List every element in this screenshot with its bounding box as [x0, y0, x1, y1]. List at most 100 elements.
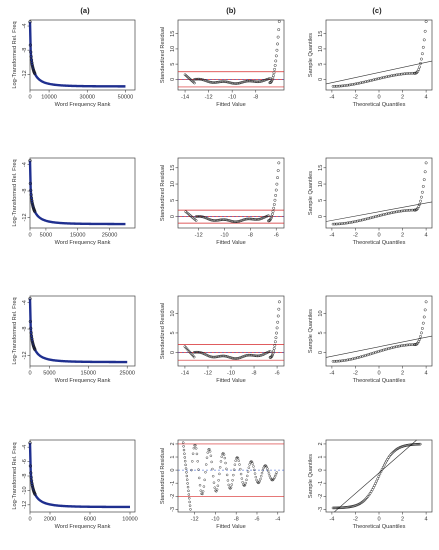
quantile-point — [338, 84, 341, 88]
data-point — [30, 60, 34, 65]
residual-point — [256, 354, 259, 358]
x-tick-label: 10000 — [122, 517, 138, 523]
x-tick-label: -8 — [234, 517, 239, 523]
residual-point — [213, 355, 216, 359]
quantile-point — [406, 72, 410, 75]
residual-point — [274, 188, 278, 192]
residual-point — [187, 493, 191, 496]
panel-b-row-4: -12 -10 -8 -6 -4 2 1 0 -1 -2 -3 Fitted Value Standar… — [160, 439, 285, 530]
data-point — [28, 319, 33, 324]
residual-point — [199, 351, 202, 354]
residual-point — [212, 481, 216, 484]
residual-point — [227, 80, 230, 84]
residual-point — [272, 203, 276, 206]
x-tick-label: 4 — [425, 517, 428, 523]
residual-point — [271, 210, 275, 213]
data-point — [30, 201, 34, 205]
residual-point — [268, 77, 272, 80]
residual-point — [195, 77, 199, 81]
residual-point — [209, 80, 213, 84]
residual-point — [257, 354, 261, 358]
residual-point — [192, 355, 196, 359]
residual-point — [191, 460, 194, 463]
residual-point — [246, 353, 249, 357]
x-axis-title: Theoretical Quantiles — [353, 240, 406, 246]
data-point — [29, 50, 33, 54]
y-tick-label: -10 — [22, 486, 28, 494]
x-tick-label: 15000 — [81, 371, 97, 377]
data-point — [29, 475, 33, 480]
residual-point — [206, 80, 210, 83]
x-tick-label: -14 — [181, 95, 189, 101]
residual-point — [276, 176, 279, 180]
residual-point — [250, 217, 253, 221]
quantile-point — [424, 161, 428, 165]
residual-point — [232, 473, 235, 477]
quantile-point — [383, 212, 387, 216]
data-point — [30, 483, 34, 488]
residual-point — [277, 161, 281, 165]
quantile-point — [344, 358, 348, 362]
residual-point — [224, 80, 228, 84]
quantile-point — [423, 29, 427, 33]
residual-point — [208, 450, 212, 453]
residual-point — [244, 354, 248, 357]
residual-point — [242, 355, 245, 358]
residual-point — [223, 354, 226, 358]
x-tick-label: -6 — [254, 517, 259, 523]
residual-point — [259, 353, 263, 357]
quantile-point — [404, 209, 408, 212]
residual-point — [233, 82, 237, 85]
x-tick-label: -2 — [353, 517, 358, 523]
plot-frame — [177, 19, 285, 91]
y-axis-title: Sample Quantiles — [308, 171, 314, 215]
residual-point — [271, 353, 274, 357]
residual-point — [238, 463, 241, 466]
quantile-point — [388, 211, 392, 215]
plot-frame — [29, 439, 136, 513]
quantile-point — [375, 214, 379, 218]
residual-point — [205, 217, 209, 220]
y-tick-label: -2 — [318, 494, 324, 499]
qq-reference-line — [325, 335, 433, 358]
quantile-point — [346, 221, 350, 225]
x-tick-label: -4 — [329, 517, 334, 523]
residual-point — [259, 477, 262, 481]
residual-point — [259, 217, 263, 220]
residual-point — [235, 220, 239, 223]
quantile-point — [372, 78, 376, 82]
y-tick-label: -12 — [22, 351, 28, 359]
quantile-point — [408, 208, 411, 212]
residual-point — [204, 471, 207, 474]
residual-point — [264, 215, 268, 218]
y-tick-label: 0 — [170, 78, 176, 81]
x-axis-title: Theoretical Quantiles — [353, 378, 406, 384]
x-tick-label: 50000 — [118, 95, 134, 101]
quantile-point — [378, 76, 382, 80]
y-tick-label: 15 — [318, 31, 324, 37]
residual-point — [237, 81, 240, 85]
quantile-point — [422, 315, 426, 319]
residual-point — [277, 28, 281, 32]
residual-point — [226, 479, 230, 482]
residual-point — [261, 353, 264, 357]
data-point — [28, 43, 33, 47]
residual-point — [258, 354, 262, 357]
x-tick-label: -8 — [252, 371, 257, 377]
quantile-point — [364, 217, 367, 221]
residual-point — [214, 355, 218, 359]
quantile-point — [424, 300, 428, 304]
quantile-point — [341, 222, 345, 225]
x-axis-title: Word Frequency Rank — [55, 378, 111, 384]
residual-point — [274, 336, 278, 340]
quantile-point — [349, 221, 353, 224]
quantile-point — [365, 353, 369, 357]
data-point — [30, 63, 34, 67]
quantile-point — [387, 347, 390, 350]
residual-point — [263, 215, 267, 219]
y-tick-label: -2 — [170, 494, 176, 499]
data-point — [28, 441, 32, 445]
residual-point — [222, 218, 226, 221]
quantile-point — [377, 77, 380, 80]
data-point — [29, 193, 33, 197]
